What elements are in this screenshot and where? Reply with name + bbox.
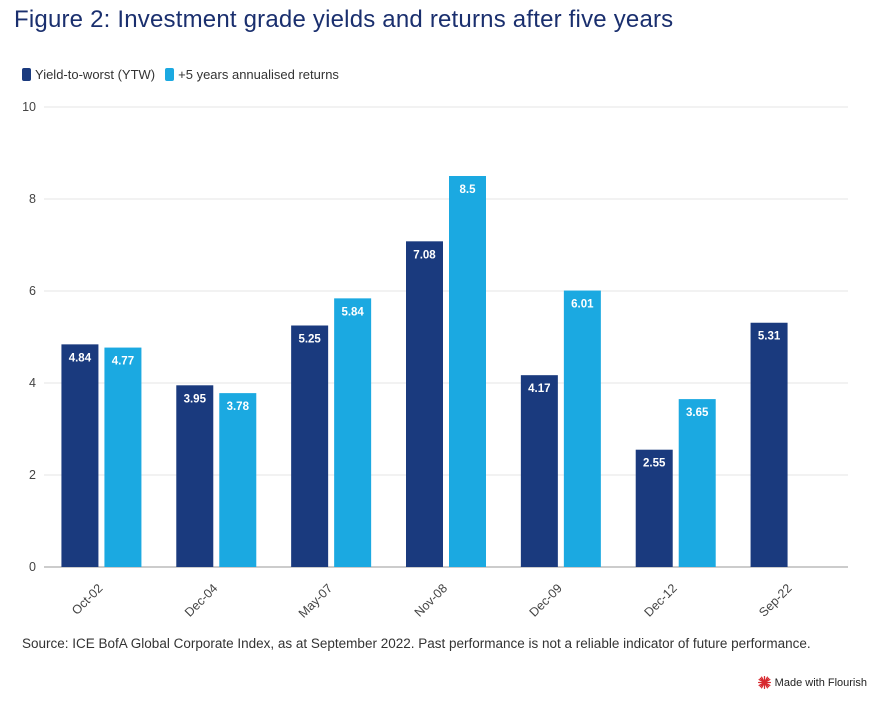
bar-ytw [750,322,788,567]
data-label: 8.5 [460,184,477,196]
bar-returns [104,347,142,567]
data-label: 6.01 [571,299,594,311]
flourish-logo-icon [757,676,771,689]
x-tick-label: Dec-04 [182,581,220,619]
bar-ytw [406,241,443,567]
bar-ytw [635,449,673,567]
legend-swatch-returns [165,68,175,81]
y-tick-label: 8 [29,192,36,206]
bar-ytw [291,325,329,567]
legend-swatch-ytw [22,68,31,81]
flourish-credit-label: Made with Flourish [774,676,867,689]
bar-ytw [61,344,99,567]
x-tick-label: May-07 [296,581,335,620]
x-tick-label: Oct-02 [69,581,105,617]
bar-returns [334,298,372,567]
bar-returns [449,176,486,567]
bar-ytw [520,375,558,567]
bar-returns [219,393,257,567]
data-label: 4.77 [112,356,134,368]
flourish-credit[interactable]: Made with Flourish [757,676,867,689]
data-label: 5.84 [341,306,364,318]
y-tick-label: 4 [29,376,36,390]
x-tick-label: Nov-08 [412,581,450,619]
source-note: Source: ICE BofA Global Corporate Index,… [22,636,811,651]
y-tick-label: 10 [22,100,36,114]
y-tick-label: 2 [29,468,36,482]
bar-returns [563,290,601,567]
chart-title: Figure 2: Investment grade yields and re… [14,6,674,33]
legend-item-returns[interactable]: +5 years annualised returns [165,67,339,82]
data-label: 7.08 [413,249,436,261]
data-label: 4.84 [69,352,92,364]
legend-item-ytw[interactable]: Yield-to-worst (YTW) [22,67,155,82]
y-tick-label: 6 [29,284,36,298]
legend: Yield-to-worst (YTW) +5 years annualised… [22,67,339,82]
y-tick-label: 0 [29,560,36,574]
data-label: 3.95 [184,393,207,405]
legend-label-ytw: Yield-to-worst (YTW) [35,67,156,82]
data-label: 5.31 [758,331,781,343]
x-tick-label: Dec-09 [527,581,565,619]
bar-chart: 0 2 4 6 8 10 4.84 4.77 Oct-02 3.95 3.78 Dec-04 5.25 5… [22,100,848,621]
legend-label-returns: +5 years annualised returns [178,67,339,82]
data-label: 3.65 [686,407,709,419]
x-tick-label: Sep-22 [756,581,794,619]
x-tick-label: Dec-12 [641,581,679,619]
data-label: 3.78 [227,401,250,413]
data-label: 5.25 [298,334,321,346]
bar-ytw [176,385,214,567]
data-label: 2.55 [643,458,666,470]
bar-returns [678,399,716,567]
data-label: 4.17 [528,383,550,395]
